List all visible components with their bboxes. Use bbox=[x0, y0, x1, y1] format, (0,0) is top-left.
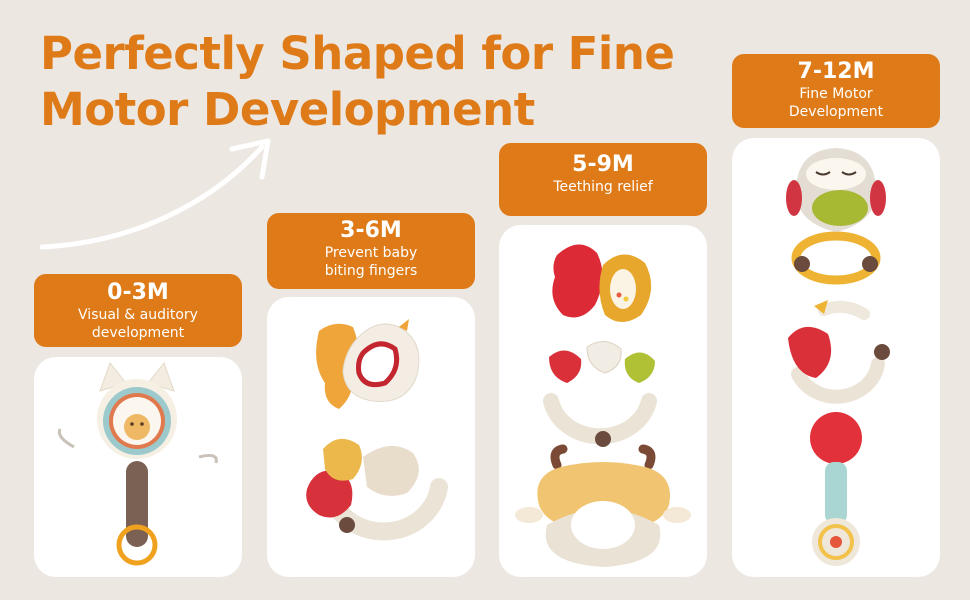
stage-age: 7-12M bbox=[797, 59, 875, 84]
owl-teether-icon bbox=[786, 148, 886, 285]
page-headline: Perfectly Shaped for Fine Motor Developm… bbox=[40, 26, 675, 138]
stage-desc-line-1: Prevent baby bbox=[324, 245, 418, 261]
product-card-3-6m bbox=[267, 297, 475, 577]
stage-desc-line-2: development bbox=[91, 325, 185, 341]
arrow-icon bbox=[40, 138, 271, 250]
stage-label-3-6m: 3-6M Prevent baby biting fingers bbox=[267, 213, 475, 289]
stage-age: 3-6M bbox=[340, 218, 402, 243]
cat-rattle-icon bbox=[57, 361, 218, 566]
ball-rattle-icon bbox=[810, 412, 862, 566]
headline-line-1: Perfectly Shaped for Fine bbox=[40, 27, 675, 80]
stage-desc-line-2: Development bbox=[788, 104, 884, 120]
squirrel-teether-icon bbox=[552, 244, 652, 322]
stage-age: 0-3M bbox=[107, 280, 169, 305]
stage-desc-line-1: Fine Motor bbox=[799, 86, 873, 102]
product-card-7-12m bbox=[732, 138, 940, 577]
headline-line-2: Motor Development bbox=[40, 83, 535, 136]
stage-age: 5-9M bbox=[572, 152, 634, 177]
stage-desc-line-1: Visual & auditory bbox=[78, 307, 198, 323]
stage-desc-line-2: biting fingers bbox=[324, 263, 418, 279]
mushroom-ring-teether-icon bbox=[543, 341, 657, 447]
bird-teether-icon bbox=[316, 319, 420, 409]
stage-label-7-12m: 7-12M Fine Motor Development bbox=[732, 54, 940, 128]
product-card-5-9m bbox=[499, 225, 707, 577]
stage-label-0-3m: 0-3M Visual & auditory development bbox=[34, 274, 242, 347]
bird-ring-rattle-icon bbox=[788, 300, 890, 404]
product-card-0-3m bbox=[34, 357, 242, 577]
leaf-rattle-icon bbox=[306, 438, 448, 541]
deer-teether-icon bbox=[515, 444, 691, 567]
stage-desc-line-1: Teething relief bbox=[553, 179, 653, 195]
stage-label-5-9m: 5-9M Teething relief bbox=[499, 143, 707, 216]
